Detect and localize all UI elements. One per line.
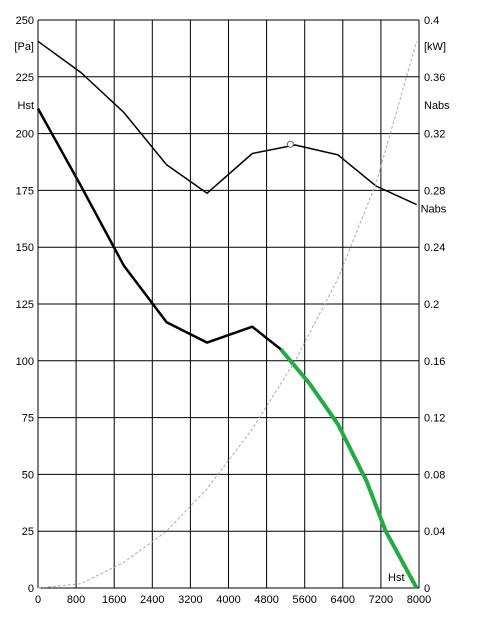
- y-right-tick-label: 0.2: [424, 299, 439, 311]
- x-tick-label: 7200: [369, 594, 393, 606]
- x-tick-label: 4000: [216, 594, 240, 606]
- x-tick-label: 6400: [331, 594, 355, 606]
- series-line-2: [279, 348, 419, 589]
- y-right-tick-label: 0.28: [424, 185, 445, 197]
- hst-curve-label: Hst: [388, 572, 405, 584]
- y-left-tick-label: 250: [16, 15, 34, 27]
- y-left-tick-label: 175: [16, 185, 34, 197]
- y-left-tick-label: 25: [22, 526, 34, 538]
- y-right-tick-label: 0.24: [424, 242, 445, 254]
- y-left-tick-label: 225: [16, 72, 34, 84]
- x-tick-label: 2400: [140, 594, 164, 606]
- x-tick-label: 1600: [102, 594, 126, 606]
- y-right-tick-label: 0.16: [424, 356, 445, 368]
- y-right-tick-label: 0.12: [424, 413, 445, 425]
- y-left-tick-label: 200: [16, 129, 34, 141]
- y-left-tick-label: 75: [22, 413, 34, 425]
- x-tick-label: 0: [35, 594, 41, 606]
- x-tick-label: 8000: [407, 594, 431, 606]
- grid: [37, 19, 420, 589]
- series-line-0: [37, 40, 417, 206]
- x-tick-label: 800: [67, 594, 85, 606]
- y-right-tick-label: 0.32: [424, 129, 445, 141]
- series-line-1: [36, 107, 282, 351]
- y-right-tick-label: 0.08: [424, 469, 445, 481]
- series-line-3: [37, 41, 418, 589]
- curves: [36, 40, 419, 589]
- labels: 0 800 1600 2400 3200 4000 4800 5600 6400 7200 8000…: [14, 15, 450, 606]
- nabs-axis-label: Nabs: [424, 100, 450, 112]
- nabs-curve-label: Nabs: [421, 204, 447, 216]
- y-left-tick-label: 100: [16, 356, 34, 368]
- y-left-tick-label: 0: [28, 583, 34, 595]
- y-left-tick-label: 50: [22, 469, 34, 481]
- curve-marker: [286, 140, 294, 148]
- x-tick-label: 4800: [254, 594, 278, 606]
- y-left-tick-label: 125: [16, 299, 34, 311]
- y-right-tick-label: 0: [424, 583, 430, 595]
- hst-axis-label: Hst: [18, 100, 35, 112]
- y-right-tick-label: 0.04: [424, 526, 445, 538]
- x-tick-label: 3200: [178, 594, 202, 606]
- y-right-unit-label: [kW]: [424, 41, 446, 53]
- y-left-unit-label: [Pa]: [14, 41, 34, 53]
- y-right-tick-label: 0.36: [424, 72, 445, 84]
- y-left-tick-label: 150: [16, 242, 34, 254]
- x-tick-label: 5600: [292, 594, 316, 606]
- y-right-tick-label: 0.4: [424, 15, 439, 27]
